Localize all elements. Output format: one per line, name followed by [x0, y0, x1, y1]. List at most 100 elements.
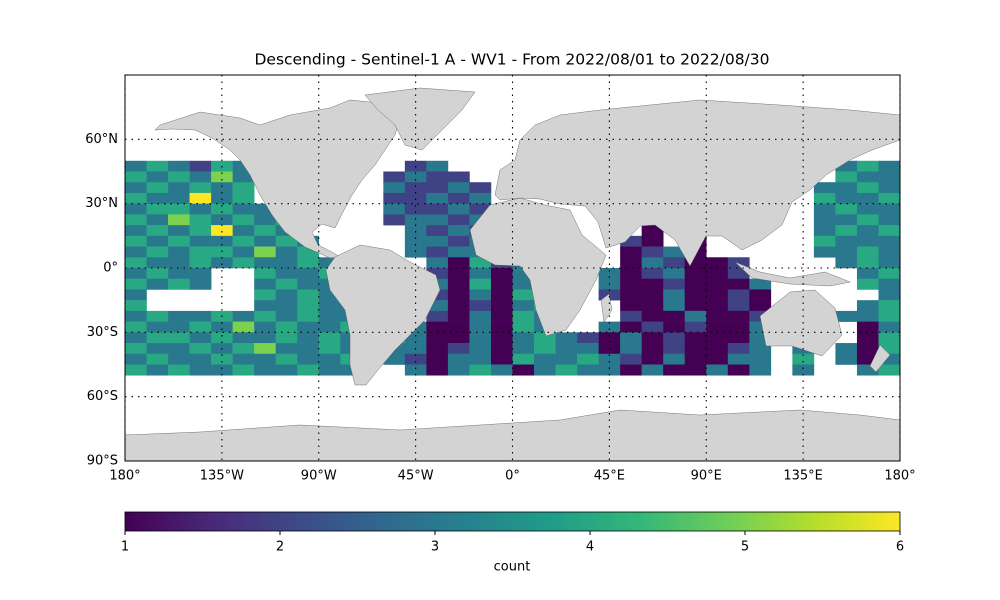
data-cell — [168, 246, 190, 258]
data-cell — [168, 268, 190, 280]
data-cell — [878, 343, 901, 355]
data-cell — [404, 171, 427, 183]
map-frame — [124, 74, 901, 462]
data-cell — [490, 343, 513, 355]
data-cell — [211, 257, 233, 269]
data-cell — [555, 343, 578, 355]
data-cell — [146, 171, 169, 183]
data-cell — [232, 192, 255, 204]
data-cell — [706, 257, 729, 269]
data-cell — [211, 353, 233, 365]
data-cell — [878, 171, 901, 183]
data-cell — [383, 182, 406, 194]
data-cell — [275, 332, 298, 344]
data-cell — [856, 225, 879, 237]
data-cell — [620, 364, 642, 376]
data-cell — [211, 332, 233, 344]
data-cell — [447, 246, 470, 258]
data-cell — [469, 321, 492, 333]
data-cell — [318, 364, 341, 376]
data-cell — [275, 343, 298, 355]
data-cell — [469, 300, 492, 312]
data-cell — [684, 310, 707, 322]
data-cell — [125, 353, 147, 365]
data-cell — [125, 171, 147, 183]
data-cell — [663, 332, 686, 344]
data-cell — [447, 332, 470, 344]
data-cell — [447, 171, 470, 183]
data-cell — [426, 310, 449, 322]
data-cell — [727, 353, 750, 365]
data-cell — [706, 364, 729, 376]
data-cell — [254, 214, 276, 226]
data-cell — [383, 171, 406, 183]
data-cell — [598, 268, 621, 280]
data-cell — [254, 364, 276, 376]
data-cell — [727, 321, 750, 333]
data-cell — [254, 268, 276, 280]
data-cell — [318, 289, 341, 301]
data-cell — [684, 278, 707, 290]
data-cell — [211, 364, 233, 376]
data-cell — [426, 364, 449, 376]
data-cell — [534, 364, 556, 376]
data-cell — [426, 225, 449, 237]
data-cell — [275, 310, 298, 322]
madagascar — [600, 293, 613, 323]
x-tick-label: 135°W — [200, 469, 244, 484]
data-cell — [189, 214, 212, 226]
data-cell — [146, 214, 169, 226]
data-cell — [297, 289, 320, 301]
data-cell — [620, 300, 642, 312]
data-cell — [856, 235, 879, 247]
data-cell — [727, 300, 750, 312]
data-cell — [232, 203, 255, 215]
data-cell — [878, 364, 901, 376]
data-cell — [641, 289, 664, 301]
data-cell — [297, 310, 320, 322]
data-cell — [146, 343, 169, 355]
data-cell — [835, 257, 858, 269]
data-cell — [620, 268, 642, 280]
data-cell — [856, 203, 879, 215]
data-cell — [878, 192, 901, 204]
data-cell — [168, 310, 190, 322]
data-cell — [232, 182, 255, 194]
data-cell — [447, 268, 470, 280]
data-cell — [146, 268, 169, 280]
data-cell — [490, 332, 513, 344]
data-cell — [447, 364, 470, 376]
data-cell — [663, 300, 686, 312]
data-cell — [555, 332, 578, 344]
data-cell — [878, 225, 901, 237]
colorbar-tick-label: 3 — [431, 540, 439, 555]
data-cell — [447, 278, 470, 290]
data-cell — [813, 235, 836, 247]
data-cell — [318, 321, 341, 333]
data-cell — [490, 364, 513, 376]
data-cell — [663, 364, 686, 376]
data-cell — [490, 353, 513, 365]
data-cell — [620, 257, 642, 269]
data-cell — [447, 321, 470, 333]
data-cell — [426, 257, 449, 269]
data-cell — [856, 321, 879, 333]
data-cell — [125, 321, 147, 333]
data-cell — [641, 353, 664, 365]
data-cell — [706, 268, 729, 280]
data-cell — [706, 343, 729, 355]
data-cell — [254, 300, 276, 312]
data-cell — [447, 343, 470, 355]
data-cell — [835, 171, 858, 183]
data-cell — [835, 343, 858, 355]
data-cell — [318, 332, 341, 344]
data-cell — [749, 300, 772, 312]
data-cell — [706, 353, 729, 365]
data-cell — [749, 332, 772, 344]
data-cell — [232, 364, 255, 376]
data-cell — [189, 353, 212, 365]
data-cell — [490, 321, 513, 333]
data-cell — [211, 246, 233, 258]
data-cell — [254, 203, 276, 215]
